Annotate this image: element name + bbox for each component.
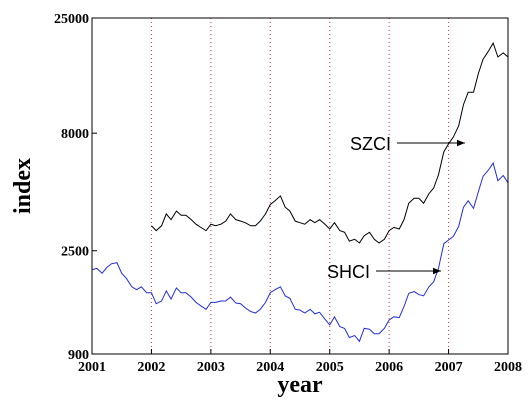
y-tick-label: 2500 [61, 245, 89, 260]
x-tick-label: 2002 [137, 360, 165, 375]
x-tick-label: 2007 [435, 360, 463, 375]
plot-frame [91, 17, 509, 355]
x-tick-label: 2006 [375, 360, 403, 375]
grid [91, 18, 509, 354]
y-tick-label: 900 [68, 348, 89, 363]
x-axis-label: year [277, 372, 323, 398]
x-tick-label: 2005 [316, 360, 344, 375]
x-tick-label: 2003 [197, 360, 225, 375]
lines [91, 41, 509, 343]
y-tick-label: 8000 [61, 127, 89, 142]
series-line [91, 161, 509, 343]
x-tick-label: 2008 [494, 360, 522, 375]
x-tick-label: 2004 [256, 360, 284, 375]
series-line [151, 41, 509, 244]
ticks: 2001 2002 2003 2004 2005 2006 2007 2008 900 2500 8… [54, 12, 522, 375]
y-axis-label: index [10, 158, 36, 214]
y-tick-label: 25000 [54, 12, 89, 27]
annotation: SZCI [350, 134, 391, 154]
annotation: SHCI [327, 262, 370, 282]
x-tick-label: 2001 [78, 360, 106, 375]
